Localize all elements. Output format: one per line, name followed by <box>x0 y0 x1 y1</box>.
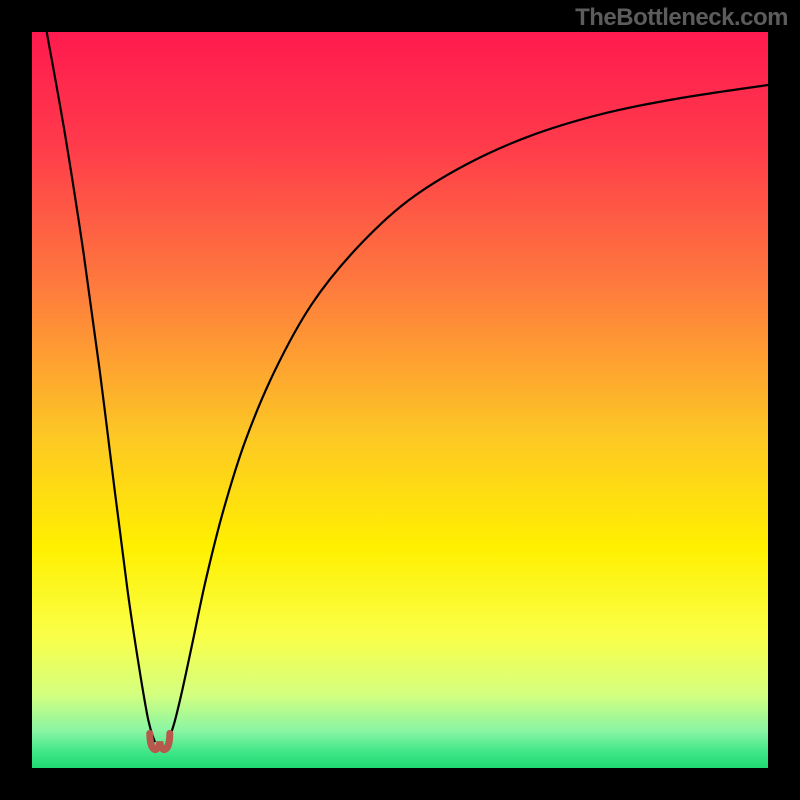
gradient-background <box>32 32 768 768</box>
chart-container: TheBottleneck.com <box>0 0 800 800</box>
watermark-text: TheBottleneck.com <box>575 4 788 32</box>
chart-svg <box>0 0 800 800</box>
